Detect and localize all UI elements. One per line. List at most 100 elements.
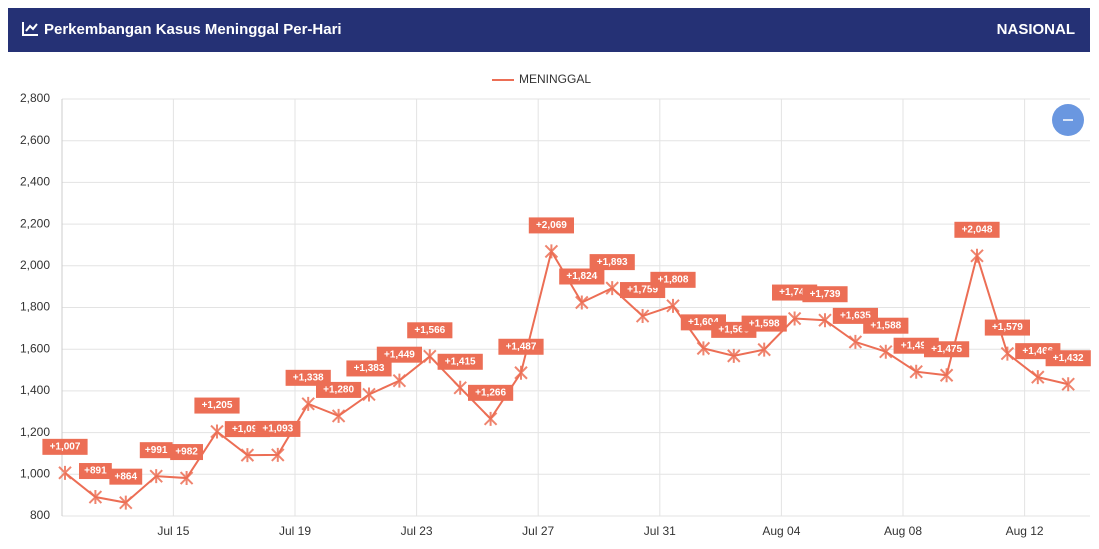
value-label: +2,048 [962, 224, 993, 235]
y-tick-label: 1,200 [20, 425, 50, 439]
value-label-box [316, 381, 362, 398]
point-marker [423, 349, 437, 364]
value-label: +1,093 [262, 424, 293, 435]
point-marker [757, 342, 771, 357]
value-label-box [255, 420, 301, 437]
point-marker [392, 373, 407, 388]
value-label: +1,475 [931, 344, 962, 355]
y-tick-label: 1,400 [20, 383, 50, 397]
value-label: +982 [175, 447, 198, 458]
x-tick-label: Jul 27 [522, 524, 554, 538]
value-label: +1,092 [232, 424, 263, 435]
zoom-button[interactable] [1052, 104, 1084, 136]
y-tick-label: 1,000 [20, 466, 50, 480]
y-tick-label: 2,600 [20, 133, 50, 147]
point-marker [635, 309, 650, 324]
header-title: Perkembangan Kasus Meninggal Per-Hari [44, 21, 342, 38]
point-marker [301, 396, 315, 411]
point-marker [210, 424, 224, 439]
point-marker [179, 471, 194, 486]
value-label: +1,383 [354, 363, 385, 374]
value-label-box [79, 463, 112, 480]
value-label: +1,007 [50, 441, 81, 452]
value-label-box [346, 360, 392, 377]
x-tick-label: Jul 19 [279, 524, 311, 538]
x-tick-label: Jul 31 [644, 524, 676, 538]
value-label: +1,598 [749, 318, 780, 329]
point-marker [149, 469, 163, 484]
y-tick-label: 2,400 [20, 175, 50, 189]
value-label: +1,415 [445, 356, 476, 367]
legend-label[interactable]: MENINGGAL [519, 72, 591, 86]
x-tick-label: Jul 15 [157, 524, 189, 538]
value-label: +1,566 [414, 325, 445, 336]
y-tick-label: 2,000 [20, 258, 50, 272]
value-label-box [924, 341, 970, 358]
point-marker [848, 334, 863, 349]
x-tick-label: Aug 08 [884, 524, 922, 538]
value-label: +2,069 [536, 220, 567, 231]
value-label-box [1045, 350, 1091, 367]
point-marker [58, 465, 72, 480]
value-label-box [170, 444, 203, 461]
point-marker [696, 341, 711, 356]
value-label: +1,492 [901, 340, 932, 351]
header-bar [8, 8, 1090, 52]
value-label-box [954, 221, 1000, 238]
point-marker [240, 448, 255, 463]
value-label-box [194, 397, 240, 414]
value-label-box [559, 268, 605, 285]
value-label: +1,338 [293, 372, 324, 383]
value-label-box [650, 271, 696, 288]
value-label-box [285, 369, 331, 386]
point-marker [483, 411, 498, 426]
value-label: +1,635 [840, 311, 871, 322]
value-label: +1,604 [688, 317, 719, 328]
point-marker [818, 313, 832, 328]
value-label-box [468, 384, 514, 401]
x-tick-label: Jul 23 [401, 524, 433, 538]
value-label: +1,824 [566, 271, 597, 282]
value-label-box [437, 353, 483, 370]
point-marker [1061, 377, 1075, 392]
point-marker [727, 348, 741, 363]
point-marker [1031, 370, 1045, 385]
value-label: +1,568 [718, 325, 749, 336]
value-label-box [407, 322, 453, 339]
point-marker [362, 387, 376, 402]
value-label: +1,759 [627, 285, 658, 296]
value-label-box [139, 442, 173, 459]
y-tick-label: 1,800 [20, 300, 50, 314]
value-label-box [498, 338, 544, 355]
series-line [64, 248, 1069, 504]
y-tick-label: 2,800 [20, 91, 50, 105]
value-label: +1,588 [870, 320, 901, 331]
value-label: +1,808 [658, 274, 689, 285]
value-label-box [42, 438, 88, 455]
value-label: +1,432 [1053, 353, 1084, 364]
value-label: +1,449 [384, 349, 415, 360]
value-label-box [589, 254, 635, 271]
point-marker [453, 380, 467, 395]
header-scope: NASIONAL [997, 21, 1075, 38]
value-label: +1,487 [506, 341, 537, 352]
point-marker [1000, 346, 1015, 361]
value-label: +1,579 [992, 322, 1023, 333]
point-marker [909, 364, 923, 379]
value-label: +1,466 [1022, 346, 1053, 357]
value-label: +1,266 [475, 387, 506, 398]
header-icon [22, 22, 38, 36]
value-label: +1,280 [323, 385, 354, 396]
x-tick-label: Aug 12 [1006, 524, 1044, 538]
point-marker [119, 495, 133, 510]
x-tick-label: Aug 04 [762, 524, 800, 538]
value-label-box [109, 468, 143, 485]
point-marker [605, 281, 619, 296]
point-marker [88, 490, 103, 505]
y-tick-label: 2,200 [20, 216, 50, 230]
value-label: +1,739 [810, 289, 841, 300]
value-label-box [528, 217, 574, 234]
value-label: +1,747 [779, 287, 810, 298]
point-marker [970, 248, 984, 263]
